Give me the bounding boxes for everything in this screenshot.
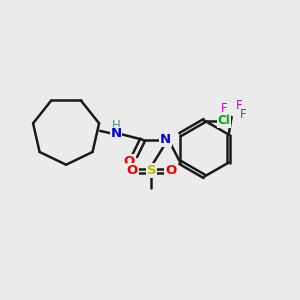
Text: Cl: Cl <box>217 114 230 127</box>
Text: O: O <box>127 164 138 177</box>
Text: F: F <box>221 101 228 115</box>
Text: N: N <box>160 133 171 146</box>
Text: O: O <box>165 164 176 177</box>
Text: O: O <box>124 155 135 168</box>
Text: F: F <box>236 99 242 112</box>
Text: F: F <box>239 108 246 121</box>
Text: N: N <box>111 127 122 140</box>
Text: S: S <box>147 164 156 177</box>
Text: H: H <box>112 119 121 132</box>
